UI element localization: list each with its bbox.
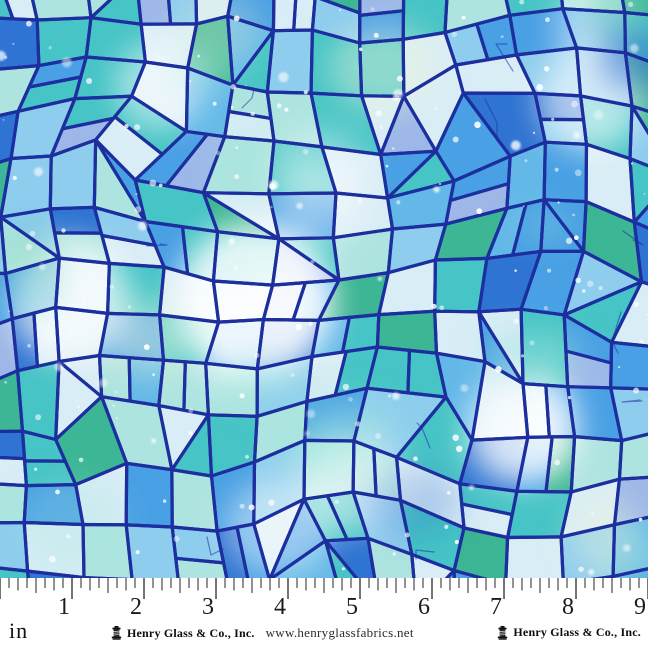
ruler-number-3: 3 bbox=[202, 594, 214, 620]
fabric-print-area bbox=[0, 0, 648, 578]
paint-speckles-soft bbox=[0, 43, 639, 576]
ruler-number-6: 6 bbox=[418, 594, 430, 620]
ruler-number-1: 1 bbox=[58, 594, 70, 620]
brand-right-group: Henry Glass & Co., Inc. bbox=[497, 625, 641, 640]
brand-center-group: Henry Glass & Co., Inc. www.henryglassfa… bbox=[111, 625, 414, 641]
ruler-number-4: 4 bbox=[274, 594, 286, 620]
ruler-number-8: 8 bbox=[562, 594, 574, 620]
ruler-ticks bbox=[0, 578, 648, 599]
ruler-strip: 1 2 3 4 5 6 7 8 9 in bbox=[0, 578, 648, 648]
henry-glass-logo-icon bbox=[498, 625, 508, 640]
ruler-number-9: 9 bbox=[634, 594, 646, 620]
henry-glass-logo-icon bbox=[111, 626, 122, 640]
ruler-unit-label: in bbox=[9, 618, 29, 643]
brand-website: www.henryglassfabrics.net bbox=[265, 625, 414, 640]
brand-name-right: Henry Glass & Co., Inc. bbox=[513, 625, 641, 639]
ruler-number-2: 2 bbox=[130, 594, 142, 620]
fabric-mosaic-pattern bbox=[0, 0, 648, 578]
mosaic-outlines bbox=[0, 0, 648, 578]
ruler-number-5: 5 bbox=[346, 594, 358, 620]
watercolor-wash bbox=[8, 0, 648, 578]
brand-name-center: Henry Glass & Co., Inc. bbox=[127, 625, 255, 640]
ruler-number-7: 7 bbox=[490, 594, 502, 620]
